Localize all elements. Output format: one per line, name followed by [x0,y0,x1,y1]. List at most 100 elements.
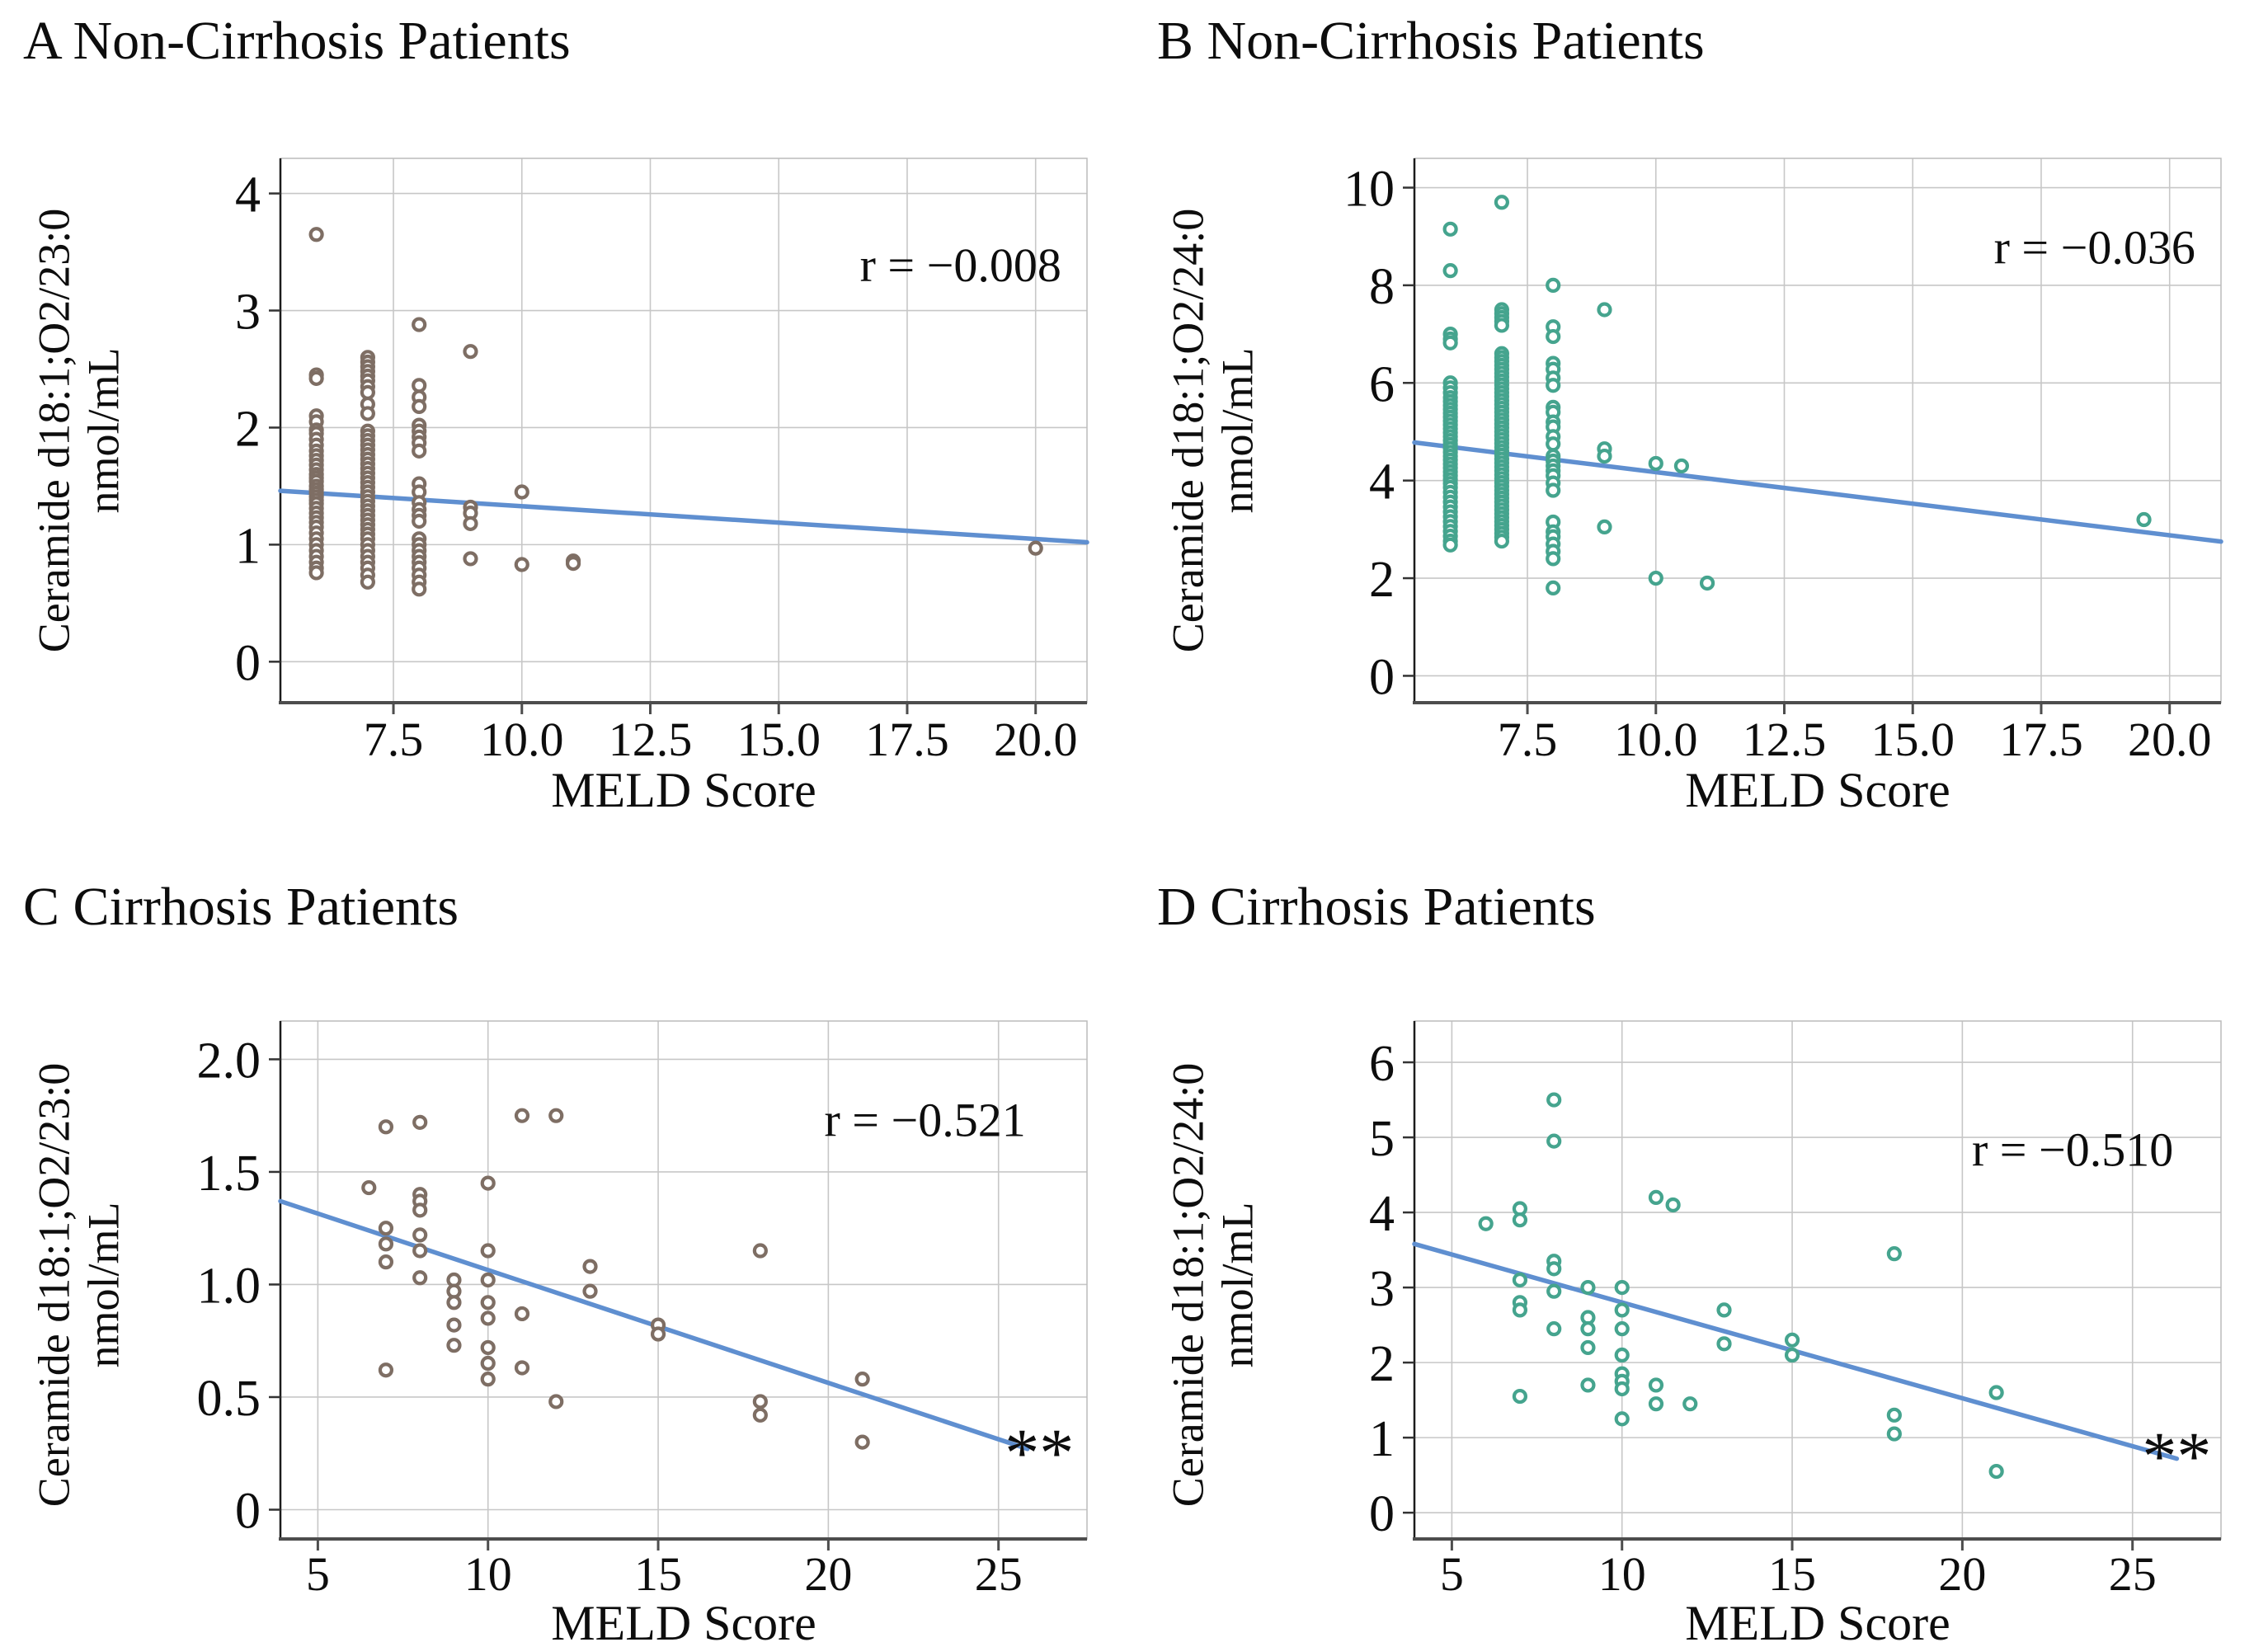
y-tick-label: 0.5 [197,1371,261,1427]
data-point [548,1394,564,1409]
data-point [360,384,375,400]
data-point [361,1179,377,1196]
y-axis-label: Ceramide d18:1;O2/24:0 nmol/mL [1164,1063,1263,1507]
data-point [480,1295,496,1311]
y-tick-label: 6 [1369,356,1395,412]
x-tick-label: 17.5 [865,713,949,766]
data-point [1648,570,1663,586]
significance-stars: ** [1005,1415,1074,1492]
data-point [480,1243,496,1259]
x-tick-label: 5 [1440,1547,1464,1601]
data-point [582,1259,598,1274]
data-point [412,581,427,597]
data-point [1682,1396,1698,1412]
data-point [1494,318,1509,333]
data-point [463,344,478,360]
data-point [1494,533,1509,549]
x-axis-label: MELD Score [1685,763,1950,817]
data-point [1614,1321,1630,1337]
data-point [412,378,427,393]
gridlines [280,158,1087,703]
y-tick-label: 4 [235,167,261,224]
panel-b: 0 2 4 6 8 10 7.5 10.0 12.5 15.0 17.5 20.0 r = −0.036… [1134,0,2268,824]
data-point [1597,448,1612,464]
axis-ticks: 0 0.5 1.0 1.5 2.0 5 10 15 20 25 [197,1033,1023,1601]
x-tick-label: 12.5 [609,713,693,766]
data-point [1580,1321,1596,1337]
data-point [1580,1377,1596,1393]
data-point [1597,519,1612,535]
data-point [2136,511,2152,528]
panel-title: C Cirrhosis Patients [23,877,459,937]
y-tick-label: 5 [1369,1111,1395,1167]
data-point [1546,277,1561,294]
data-point [1988,1385,2004,1400]
x-tick-label: 25 [975,1547,1023,1601]
y-axis-label: Ceramide d18:1;O2/23:0 nmol/mL [30,209,129,652]
data-point [1512,1272,1528,1288]
data-point [1546,1261,1562,1277]
y-tick-label: 2 [235,401,261,457]
data-point [1699,575,1715,591]
data-point [463,551,478,567]
gridlines [1414,158,2221,703]
y-axis-label-line1: Ceramide d18:1;O2/23:0 [29,1062,79,1508]
data-point [1546,482,1561,498]
data-point [1988,1463,2004,1480]
y-tick-label: 1.5 [197,1146,261,1202]
data-point [1442,537,1458,553]
x-axis-label: MELD Score [1685,1596,1950,1647]
x-tick-label: 10 [1598,1547,1646,1601]
data-point [360,574,375,590]
data-point [1546,1283,1562,1299]
data-point [514,484,529,500]
data-point [463,515,478,531]
data-point [412,1202,428,1218]
data-point [412,317,427,332]
x-tick-label: 15.0 [736,713,821,766]
data-point [1784,1347,1800,1363]
data-point [412,1270,428,1286]
y-axis-label-line1: Ceramide d18:1;O2/24:0 [1163,208,1213,653]
data-point [1028,540,1043,556]
y-tick-label: 2 [1369,552,1395,608]
data-point [1546,436,1561,452]
data-point [480,1355,496,1372]
x-tick-label: 15.0 [1870,713,1955,766]
data-point [1512,1212,1528,1228]
axis-ticks: 0 1 2 3 4 5 6 5 10 15 20 25 [1369,1036,2157,1601]
y-axis-label-line2: nmol/mL [79,347,129,514]
axis-ticks: 0 2 4 6 8 10 7.5 10.0 12.5 15.0 17.5 20.0 [1343,162,2211,766]
y-tick-label: 0 [235,635,261,691]
x-tick-label: 20.0 [994,713,1078,766]
r-value-label: r = −0.510 [1972,1123,2173,1177]
data-point [1597,302,1612,318]
data-points [1478,1092,2004,1480]
x-tick-label: 7.5 [1498,713,1558,766]
y-tick-label: 2 [1369,1336,1395,1392]
panel-d: 0 1 2 3 4 5 6 5 10 15 20 25 r = −0.510 ** D Cirrhosis… [1134,823,2268,1647]
significance-stars: ** [2142,1418,2211,1494]
data-point [514,557,529,572]
data-point [480,1372,496,1387]
data-point [480,1272,496,1288]
data-point [1784,1332,1800,1348]
data-point [565,555,581,572]
data-point [1886,1426,1902,1442]
data-point [650,1326,666,1342]
data-points [1442,195,2152,595]
data-point [1512,1302,1528,1318]
axis-ticks: 0 1 2 3 4 7.5 10.0 12.5 15.0 17.5 20.0 [235,167,1077,766]
r-value-label: r = −0.036 [1994,220,2195,274]
x-tick-label: 10.0 [1614,713,1698,766]
y-tick-label: 0 [1369,1486,1395,1542]
data-point [1442,335,1458,351]
data-point [582,1283,598,1299]
data-point [378,1221,394,1236]
data-point [1580,1339,1596,1356]
data-point [308,370,324,386]
data-point [412,1114,428,1130]
data-point [1614,1347,1630,1363]
trend-line [278,488,1089,545]
y-axis-label: Ceramide d18:1;O2/24:0 nmol/mL [1164,209,1263,652]
